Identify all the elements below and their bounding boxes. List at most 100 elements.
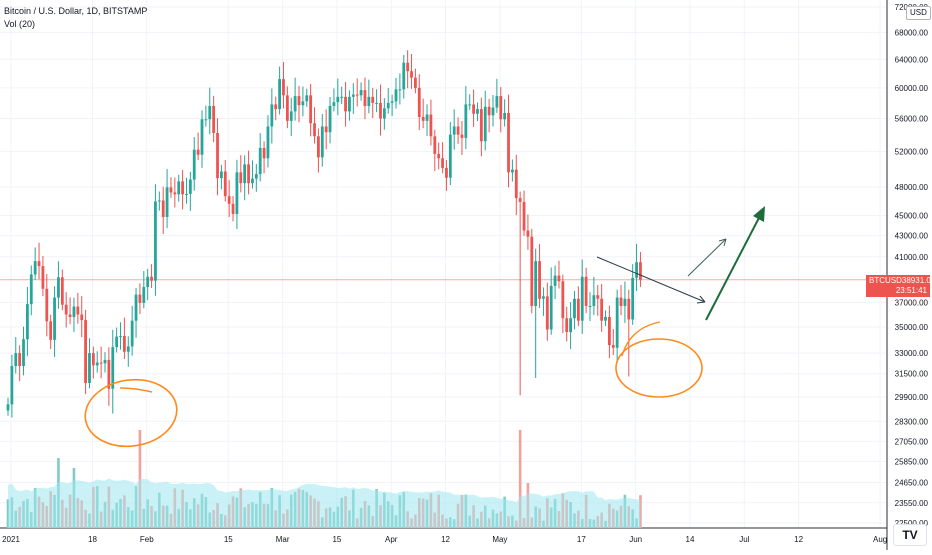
candle-body: [635, 262, 638, 278]
candle-body: [72, 306, 76, 317]
candle-body: [514, 169, 518, 199]
candle-body: [243, 164, 247, 184]
x-tick-label: Apr: [385, 535, 398, 544]
candle-body: [247, 164, 250, 184]
candle-body: [285, 95, 289, 121]
y-tick-label: 43000.00: [895, 232, 929, 241]
volume-bar: [518, 430, 522, 528]
candle-body: [619, 297, 623, 306]
candle-body: [429, 114, 433, 137]
candle-body: [468, 104, 472, 106]
candle-body: [68, 314, 72, 317]
candle-body: [208, 105, 212, 120]
candle-body: [445, 167, 448, 178]
candle-body: [293, 96, 297, 112]
y-tick-label: 35000.00: [895, 323, 929, 332]
y-tick-label: 28300.00: [895, 417, 929, 426]
candle-body: [518, 198, 522, 202]
y-tick-label: 24650.00: [895, 479, 929, 488]
candle-body: [375, 102, 378, 104]
candle-body: [499, 96, 503, 120]
y-tick-label: 52000.00: [895, 147, 929, 156]
x-tick-label: 18: [88, 535, 97, 544]
candle-body: [165, 187, 169, 217]
candle-body: [495, 96, 499, 108]
candle-body: [301, 101, 305, 106]
candle-body: [41, 266, 45, 289]
candle-body: [150, 276, 153, 281]
x-tick-label: May: [492, 535, 507, 544]
candle-body: [22, 339, 25, 367]
candle-body: [266, 126, 270, 159]
x-tick-label: Feb: [140, 535, 154, 544]
volume-label: Vol (20): [4, 19, 36, 29]
candle-body: [410, 71, 413, 78]
candle-body: [615, 297, 619, 348]
candle-body: [18, 353, 22, 367]
candle-body: [282, 79, 285, 96]
candle-body: [538, 261, 541, 299]
y-tick-label: 64000.00: [895, 55, 929, 64]
y-tick-label: 22500.00: [895, 519, 929, 528]
candle-body: [115, 336, 119, 348]
candle-body: [561, 281, 565, 319]
candle-body: [76, 306, 80, 315]
candle-body: [483, 106, 487, 142]
candle-body: [631, 277, 635, 320]
candle-body: [530, 236, 534, 306]
candle-body: [479, 109, 483, 142]
bottom-circle-jun-tail: [621, 321, 661, 357]
candle-body: [169, 187, 173, 193]
candle-body: [119, 335, 122, 337]
candle-body: [146, 276, 150, 288]
candle-body: [173, 192, 177, 195]
y-tick-label: 48000.00: [895, 183, 929, 192]
candle-body: [526, 230, 530, 237]
volume-bar: [6, 499, 10, 528]
currency-badge[interactable]: USD: [906, 6, 931, 20]
candle-body: [565, 318, 569, 333]
candle-body: [390, 101, 394, 103]
candle-body: [200, 119, 204, 155]
candle-body: [99, 362, 103, 364]
tradingview-logo[interactable]: TV: [893, 524, 927, 546]
breakout-arrow: [705, 211, 763, 321]
candle-body: [270, 104, 274, 127]
descending-resistance: [596, 256, 706, 303]
candle-body: [542, 296, 545, 299]
candle-body: [29, 274, 33, 305]
candle-body: [251, 178, 254, 184]
candle-body: [639, 262, 642, 280]
candle-body: [580, 276, 584, 321]
candle-body: [522, 201, 526, 231]
candle-body: [433, 136, 437, 154]
candle-body: [355, 94, 359, 96]
x-tick-label: 15: [224, 535, 233, 544]
y-tick-label: 45000.00: [895, 212, 929, 221]
y-tick-label: 41000.00: [895, 253, 929, 262]
candle-body: [196, 149, 200, 155]
candle-body: [394, 89, 398, 102]
candle-body: [382, 108, 386, 119]
small-arrow: [687, 238, 727, 277]
candle-body: [60, 277, 64, 305]
candle-body: [10, 366, 14, 405]
bottom-circle-jan-tail: [119, 387, 153, 393]
candle-body: [123, 335, 126, 352]
price-tag-symbol: BTCUSD: [869, 276, 902, 285]
candle-body: [258, 147, 262, 175]
x-tick-label: 12: [441, 535, 450, 544]
candle-body: [157, 200, 161, 202]
candle-body: [297, 96, 301, 106]
candle-body: [274, 104, 278, 110]
x-tick-label: 14: [686, 535, 695, 544]
x-tick-label: Aug: [873, 535, 887, 544]
candle-body: [317, 136, 320, 158]
candle-body: [367, 96, 371, 106]
candle-body: [592, 295, 596, 306]
candle-body: [181, 181, 184, 195]
y-tick-label: 68000.00: [895, 28, 929, 37]
candle-body: [80, 314, 84, 321]
